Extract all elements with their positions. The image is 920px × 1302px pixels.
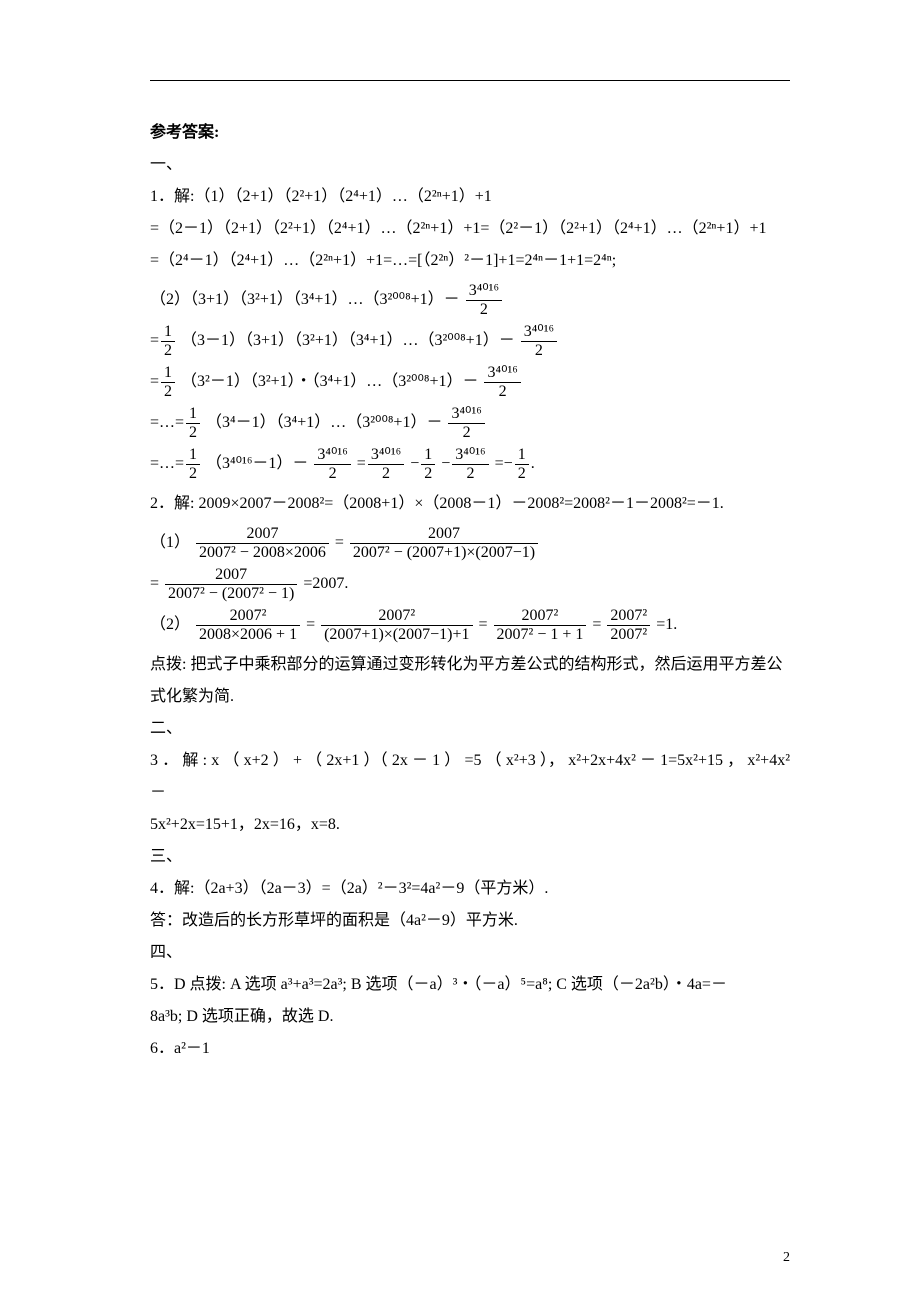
numerator: 3⁴⁰¹⁶	[368, 447, 404, 465]
q1-line2: =（2－1）（2+1）（2²+1）（2⁴+1）…（2²ⁿ+1）+1=（2²－1）…	[150, 213, 790, 245]
fraction-half: 1 2	[186, 406, 200, 441]
denominator: 2	[161, 383, 175, 400]
numerator: 2007²	[196, 608, 300, 626]
text: （3⁴⁰¹⁶－1）－	[206, 455, 308, 472]
fraction: 3⁴⁰¹⁶ 2	[521, 324, 557, 359]
section-one-heading: 一、	[150, 149, 790, 181]
label: （1）	[150, 534, 190, 551]
numerator: 2007	[350, 526, 538, 544]
page: 参考答案: 一、 1．解:（1）（2+1）（2²+1）（2⁴+1）…（2²ⁿ+1…	[0, 0, 920, 1302]
q6-line1: 6．a²－1	[150, 1033, 790, 1065]
fraction: 3⁴⁰¹⁶ 2	[368, 447, 404, 482]
denominator: 2	[368, 465, 404, 482]
q1-part2-line4: =…= 1 2 （3⁴－1）（3⁴+1）…（3²⁰⁰⁸+1）－ 3⁴⁰¹⁶ 2	[150, 406, 790, 441]
fraction-half: 1 2	[515, 447, 529, 482]
fraction: 3⁴⁰¹⁶ 2	[466, 283, 502, 318]
denominator: 2	[421, 465, 435, 482]
q2-part1-line1: （1） 2007 2007² − 2008×2006 = 2007 2007² …	[150, 526, 790, 561]
tail: =2007.	[303, 575, 348, 592]
denominator: 2	[186, 465, 200, 482]
text: （3⁴－1）（3⁴+1）…（3²⁰⁰⁸+1）－	[206, 414, 442, 431]
q5-line1: 5．D 点拨: A 选项 a³+a³=2a³; B 选项（－a）³・（－a）⁵=…	[150, 969, 790, 1001]
denominator: 2	[521, 342, 557, 359]
fraction: 2007² (2007+1)×(2007−1)+1	[321, 608, 472, 643]
numerator: 2007	[165, 567, 297, 585]
numerator: 2007²	[607, 608, 650, 626]
tail: =1.	[656, 616, 677, 633]
page-number: 2	[783, 1244, 790, 1272]
fraction: 3⁴⁰¹⁶ 2	[314, 447, 350, 482]
denominator: 2007² − 2008×2006	[196, 544, 329, 561]
denominator: 2	[452, 465, 488, 482]
numerator: 3⁴⁰¹⁶	[466, 283, 502, 301]
fraction-half: 1 2	[161, 324, 175, 359]
fraction: 2007 2007² − (2007+1)×(2007−1)	[350, 526, 538, 561]
fraction: 2007 2007² − (2007² − 1)	[165, 567, 297, 602]
q1-line3: =（2⁴－1）（2⁴+1）…（2²ⁿ+1）+1=…=[（2²ⁿ）²－1]+1=2…	[150, 245, 790, 277]
q1-line1: 1．解:（1）（2+1）（2²+1）（2⁴+1）…（2²ⁿ+1）+1	[150, 181, 790, 213]
q2-part1-line2: = 2007 2007² − (2007² − 1) =2007.	[150, 567, 790, 602]
fraction: 3⁴⁰¹⁶ 2	[452, 447, 488, 482]
denominator: 2007² − 1 + 1	[494, 626, 587, 643]
denominator: 2	[314, 465, 350, 482]
q4-line1: 4．解:（2a+3）（2a－3）=（2a）²－3²=4a²－9（平方米）.	[150, 873, 790, 905]
top-rule	[150, 80, 790, 81]
section-three-heading: 三、	[150, 841, 790, 873]
denominator: (2007+1)×(2007−1)+1	[321, 626, 472, 643]
fraction-half: 1 2	[161, 365, 175, 400]
denominator: 2007² − (2007+1)×(2007−1)	[350, 544, 538, 561]
q2-note: 点拨: 把式子中乘积部分的运算通过变形转化为平方差公式的结构形式，然后运用平方差…	[150, 649, 790, 713]
q5-line2: 8a³b; D 选项正确，故选 D.	[150, 1001, 790, 1033]
q1-part2-line1: （2）（3+1）（3²+1）（3⁴+1）…（3²⁰⁰⁸+1）－ 3⁴⁰¹⁶ 2	[150, 283, 790, 318]
fraction: 2007² 2007² − 1 + 1	[494, 608, 587, 643]
q1-part2-line5: =…= 1 2 （3⁴⁰¹⁶－1）－ 3⁴⁰¹⁶ 2 = 3⁴⁰¹⁶ 2 − 1…	[150, 447, 790, 482]
section-two-heading: 二、	[150, 713, 790, 745]
q2-lead: 2．解: 2009×2007－2008²=（2008+1）×（2008－1）－2…	[150, 488, 790, 520]
q2-part2: （2） 2007² 2008×2006 + 1 = 2007² (2007+1)…	[150, 608, 790, 643]
fraction: 3⁴⁰¹⁶ 2	[448, 406, 484, 441]
numerator: 1	[421, 447, 435, 465]
numerator: 1	[186, 406, 200, 424]
numerator: 1	[161, 324, 175, 342]
fraction: 3⁴⁰¹⁶ 2	[484, 365, 520, 400]
numerator: 3⁴⁰¹⁶	[484, 365, 520, 383]
q1-part2-line3: = 1 2 （3²－1）（3²+1）・（3⁴+1）…（3²⁰⁰⁸+1）－ 3⁴⁰…	[150, 365, 790, 400]
numerator: 2007²	[494, 608, 587, 626]
numerator: 3⁴⁰¹⁶	[448, 406, 484, 424]
fraction-half: 1 2	[421, 447, 435, 482]
denominator: 2	[448, 424, 484, 441]
denominator: 2	[515, 465, 529, 482]
text: （2）（3+1）（3²+1）（3⁴+1）…（3²⁰⁰⁸+1）－	[150, 291, 460, 308]
fraction-half: 1 2	[186, 447, 200, 482]
numerator: 1	[186, 447, 200, 465]
fraction: 2007² 2007²	[607, 608, 650, 643]
section-four-heading: 四、	[150, 937, 790, 969]
numerator: 2007²	[321, 608, 472, 626]
q1-part2-line2: = 1 2 （3－1）（3+1）（3²+1）（3⁴+1）…（3²⁰⁰⁸+1）－ …	[150, 324, 790, 359]
fraction: 2007 2007² − 2008×2006	[196, 526, 329, 561]
fraction: 2007² 2008×2006 + 1	[196, 608, 300, 643]
denominator: 2	[466, 301, 502, 318]
denominator: 2008×2006 + 1	[196, 626, 300, 643]
label: （2）	[150, 616, 190, 633]
denominator: 2	[484, 383, 520, 400]
numerator: 3⁴⁰¹⁶	[452, 447, 488, 465]
numerator: 3⁴⁰¹⁶	[314, 447, 350, 465]
numerator: 3⁴⁰¹⁶	[521, 324, 557, 342]
q4-line2: 答：改造后的长方形草坪的面积是（4a²－9）平方米.	[150, 905, 790, 937]
q3-line1: 3 ． 解 : x （ x+2 ） + （ 2x+1 ）（ 2x － 1 ） =…	[150, 745, 790, 809]
numerator: 1	[161, 365, 175, 383]
denominator: 2007² − (2007² − 1)	[165, 585, 297, 602]
q3-line2: 5x²+2x=15+1，2x=16，x=8.	[150, 809, 790, 841]
text: （3²－1）（3²+1）・（3⁴+1）…（3²⁰⁰⁸+1）－	[181, 373, 478, 390]
denominator: 2007²	[607, 626, 650, 643]
numerator: 2007	[196, 526, 329, 544]
numerator: 1	[515, 447, 529, 465]
denominator: 2	[186, 424, 200, 441]
denominator: 2	[161, 342, 175, 359]
answers-heading: 参考答案:	[150, 117, 790, 149]
text: （3－1）（3+1）（3²+1）（3⁴+1）…（3²⁰⁰⁸+1）－	[181, 332, 515, 349]
